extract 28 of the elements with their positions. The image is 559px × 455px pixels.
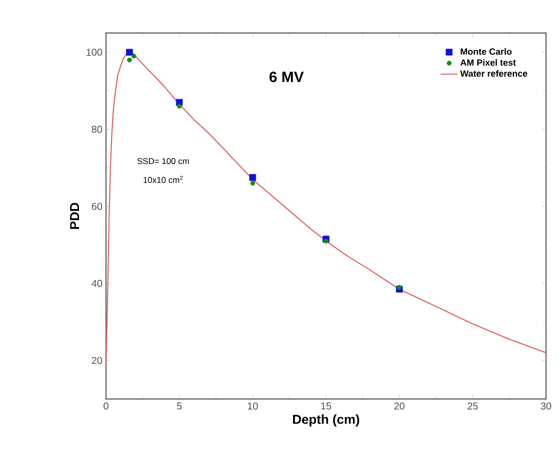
legend-label: Water reference (460, 70, 528, 77)
x-tick-label: 15 (321, 402, 332, 410)
y-tick-label: 40 (92, 280, 102, 287)
x-tick-label: 10 (248, 402, 258, 410)
point (127, 58, 132, 62)
point (324, 238, 328, 244)
point (131, 54, 136, 59)
x-tick-label: 0 (104, 402, 108, 410)
x-tick-label: 20 (394, 402, 404, 410)
x-tick-label: 30 (540, 402, 552, 410)
y-axis-title: PDD (70, 202, 80, 229)
annotation: 10x10 cm$^{2}$ (144, 176, 183, 183)
text: 6 MV (270, 72, 304, 82)
x-tick-label: 25 (468, 402, 478, 410)
annotation: SSD= 100 cm (137, 158, 189, 164)
y-tick-label: 80 (92, 126, 102, 133)
x-axis-title: Depth (cm) (293, 414, 360, 426)
point (126, 48, 133, 56)
point (396, 284, 402, 290)
point (250, 180, 256, 186)
legend-label: Monte Carlo (460, 48, 512, 55)
point (176, 104, 182, 109)
legend-label: AM Pixel test (460, 59, 516, 66)
y-tick-label: 100 (86, 48, 102, 56)
y-tick-label: 60 (92, 202, 102, 210)
y-tick-label: 20 (92, 356, 102, 364)
x-tick-label: 5 (176, 402, 182, 410)
point (249, 174, 256, 181)
